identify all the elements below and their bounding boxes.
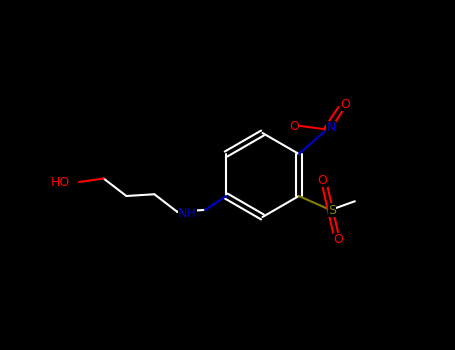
- Text: NH: NH: [177, 207, 197, 220]
- Text: S: S: [328, 203, 336, 217]
- Text: N: N: [326, 121, 336, 134]
- Text: O: O: [318, 174, 328, 187]
- Text: O: O: [340, 98, 350, 111]
- Text: O: O: [333, 233, 343, 246]
- Text: HO: HO: [51, 175, 71, 189]
- Text: O: O: [289, 119, 299, 133]
